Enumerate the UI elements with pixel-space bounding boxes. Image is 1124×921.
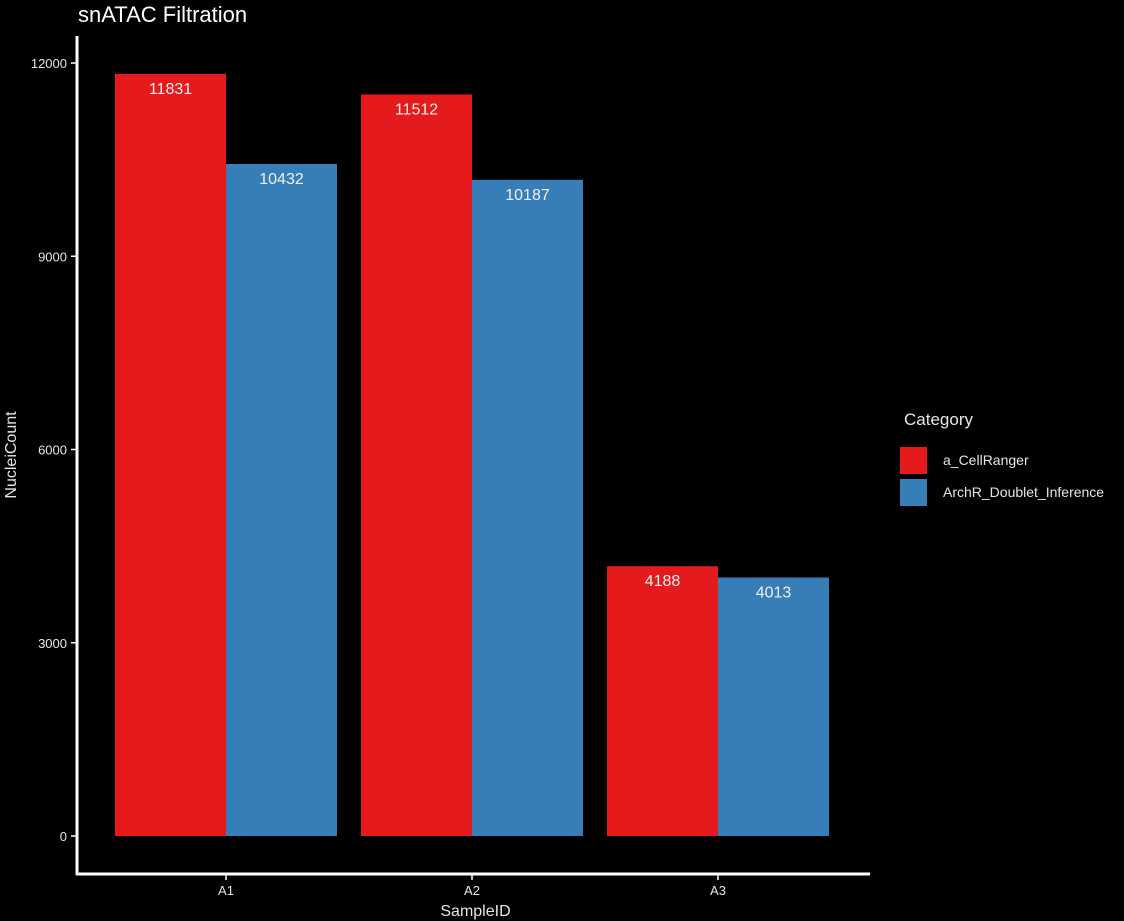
legend-swatch-cellranger (900, 446, 927, 474)
chart-title: snATAC Filtration (78, 2, 248, 27)
x-tick-label: A2 (464, 883, 480, 898)
y-tick-label: 3000 (38, 636, 67, 651)
legend-item-cellranger: a_CellRanger (900, 444, 1104, 476)
bar-value-label: 10432 (259, 171, 304, 188)
y-tick-label: 0 (60, 829, 67, 844)
y-axis-title: NucleiCount (3, 411, 20, 499)
legend-label-archr-doublet: ArchR_Doublet_Inference (943, 484, 1105, 500)
y-tick-label: 9000 (38, 249, 67, 264)
bar-a1-series-0 (115, 73, 226, 836)
x-axis-title: SampleID (440, 903, 510, 920)
bar-a3-series-0 (607, 566, 718, 836)
legend-title: Category (904, 410, 973, 429)
bar-value-label: 4013 (756, 584, 792, 601)
legend-swatch-archr-doublet (900, 478, 927, 506)
bar-value-label: 10187 (505, 187, 550, 204)
y-tick-label: 6000 (38, 443, 67, 458)
legend-label-cellranger: a_CellRanger (943, 452, 1029, 468)
legend-item-archr-doublet: ArchR_Doublet_Inference (900, 476, 1104, 508)
bar-a2-series-1 (472, 179, 583, 836)
bar-value-label: 11831 (149, 81, 192, 98)
bar-value-label: 11512 (395, 101, 438, 118)
bar-value-label: 4188 (645, 573, 681, 590)
y-tick-label: 12000 (31, 56, 67, 71)
bar-a3-series-1 (718, 577, 829, 836)
legend: Category a_CellRanger ArchR_Doublet_Infe… (900, 410, 1104, 508)
bar-a1-series-1 (226, 164, 337, 836)
x-tick-label: A3 (710, 883, 726, 898)
x-tick-label: A1 (218, 883, 234, 898)
bar-a2-series-0 (361, 94, 472, 837)
